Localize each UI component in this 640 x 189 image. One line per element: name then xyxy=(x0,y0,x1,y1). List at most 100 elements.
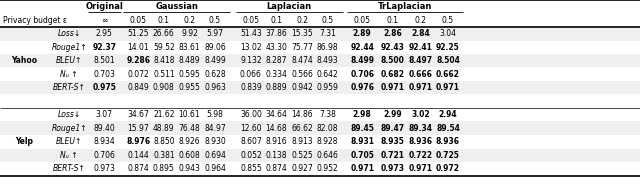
Text: 8.499: 8.499 xyxy=(204,56,226,65)
Text: 0.722: 0.722 xyxy=(408,151,433,160)
Text: 0.972: 0.972 xyxy=(436,164,460,173)
Text: 0.511: 0.511 xyxy=(153,70,175,79)
Text: 36.00: 36.00 xyxy=(240,110,262,119)
Text: 0.2: 0.2 xyxy=(296,16,308,25)
Text: 0.642: 0.642 xyxy=(317,70,339,79)
Text: Nᵤ ↑: Nᵤ ↑ xyxy=(60,151,78,160)
Bar xyxy=(0,149,640,162)
Text: 48.89: 48.89 xyxy=(153,124,175,133)
Text: 0.682: 0.682 xyxy=(380,70,404,79)
Text: 0.943: 0.943 xyxy=(179,164,200,173)
Text: 92.43: 92.43 xyxy=(380,43,404,52)
Text: 9.132: 9.132 xyxy=(240,56,262,65)
Text: 0.971: 0.971 xyxy=(408,164,433,173)
Text: 12.60: 12.60 xyxy=(240,124,262,133)
Text: 92.44: 92.44 xyxy=(350,43,374,52)
Text: 92.37: 92.37 xyxy=(92,43,116,52)
Text: 0.839: 0.839 xyxy=(240,83,262,92)
Text: 0.971: 0.971 xyxy=(408,83,433,92)
Text: 0.2: 0.2 xyxy=(184,16,195,25)
Text: 3.02: 3.02 xyxy=(411,110,430,119)
Text: 0.703: 0.703 xyxy=(93,70,115,79)
Text: 83.61: 83.61 xyxy=(179,43,200,52)
Text: 0.05: 0.05 xyxy=(130,16,147,25)
Text: 37.86: 37.86 xyxy=(266,29,287,38)
Text: 3.04: 3.04 xyxy=(440,29,456,38)
Text: Gaussian: Gaussian xyxy=(156,2,198,11)
Text: 9.286: 9.286 xyxy=(126,56,150,65)
Text: BERT-S↑: BERT-S↑ xyxy=(52,83,86,92)
Text: 8.418: 8.418 xyxy=(153,56,175,65)
Text: 2.94: 2.94 xyxy=(438,110,458,119)
Text: 75.77: 75.77 xyxy=(291,43,313,52)
Text: 0.052: 0.052 xyxy=(240,151,262,160)
Text: 7.31: 7.31 xyxy=(319,29,336,38)
Text: 0.066: 0.066 xyxy=(240,70,262,79)
Text: 51.25: 51.25 xyxy=(127,29,149,38)
Text: 0.5: 0.5 xyxy=(209,16,221,25)
Bar xyxy=(0,0,640,27)
Bar xyxy=(0,135,640,149)
Text: 89.47: 89.47 xyxy=(380,124,404,133)
Text: BERT-S↑: BERT-S↑ xyxy=(52,164,86,173)
Text: 0.971: 0.971 xyxy=(350,164,374,173)
Text: 0.959: 0.959 xyxy=(317,83,339,92)
Text: 8.489: 8.489 xyxy=(179,56,200,65)
Bar xyxy=(0,108,640,122)
Text: 0.895: 0.895 xyxy=(153,164,175,173)
Text: 0.942: 0.942 xyxy=(291,83,313,92)
Text: 76.48: 76.48 xyxy=(179,124,200,133)
Text: 8.928: 8.928 xyxy=(317,137,339,146)
Text: 8.501: 8.501 xyxy=(93,56,115,65)
Text: BLEU↑: BLEU↑ xyxy=(56,137,83,146)
Text: 0.964: 0.964 xyxy=(204,164,226,173)
Text: 0.1: 0.1 xyxy=(271,16,282,25)
Text: TrLaplacian: TrLaplacian xyxy=(378,2,432,11)
Text: 8.497: 8.497 xyxy=(408,56,433,65)
Text: 89.34: 89.34 xyxy=(408,124,433,133)
Text: 8.935: 8.935 xyxy=(380,137,404,146)
Text: 0.927: 0.927 xyxy=(291,164,313,173)
Text: 0.849: 0.849 xyxy=(127,83,149,92)
Text: 8.976: 8.976 xyxy=(126,137,150,146)
Text: 15.97: 15.97 xyxy=(127,124,149,133)
Text: 8.499: 8.499 xyxy=(350,56,374,65)
Text: Rouge1↑: Rouge1↑ xyxy=(51,43,87,52)
Text: 8.474: 8.474 xyxy=(291,56,313,65)
Text: 8.913: 8.913 xyxy=(291,137,313,146)
Text: 0.5: 0.5 xyxy=(442,16,454,25)
Text: 0.646: 0.646 xyxy=(317,151,339,160)
Text: 26.66: 26.66 xyxy=(153,29,175,38)
Bar xyxy=(0,54,640,67)
Text: 86.98: 86.98 xyxy=(317,43,339,52)
Text: 0.725: 0.725 xyxy=(436,151,460,160)
Text: 0.334: 0.334 xyxy=(266,70,287,79)
Text: 92.41: 92.41 xyxy=(408,43,433,52)
Text: 0.721: 0.721 xyxy=(380,151,404,160)
Text: 0.963: 0.963 xyxy=(204,83,226,92)
Text: 0.2: 0.2 xyxy=(415,16,426,25)
Text: 0.889: 0.889 xyxy=(266,83,287,92)
Text: 8.926: 8.926 xyxy=(179,137,200,146)
Text: Rouge1↑: Rouge1↑ xyxy=(51,124,87,133)
Text: 8.607: 8.607 xyxy=(240,137,262,146)
Text: Loss↓: Loss↓ xyxy=(58,29,81,38)
Text: 59.52: 59.52 xyxy=(153,43,175,52)
Text: 2.98: 2.98 xyxy=(353,110,372,119)
Text: 0.706: 0.706 xyxy=(350,70,374,79)
Text: 0.525: 0.525 xyxy=(291,151,313,160)
Text: 82.08: 82.08 xyxy=(317,124,339,133)
Text: 0.976: 0.976 xyxy=(350,83,374,92)
Text: 8.931: 8.931 xyxy=(350,137,374,146)
Text: 0.973: 0.973 xyxy=(93,164,115,173)
Text: 34.67: 34.67 xyxy=(127,110,149,119)
Text: 0.1: 0.1 xyxy=(158,16,170,25)
Text: 5.98: 5.98 xyxy=(207,110,223,119)
Text: 0.662: 0.662 xyxy=(436,70,460,79)
Text: 14.68: 14.68 xyxy=(266,124,287,133)
Text: 8.504: 8.504 xyxy=(436,56,460,65)
Bar xyxy=(0,81,640,94)
Text: 2.84: 2.84 xyxy=(411,29,430,38)
Text: 21.62: 21.62 xyxy=(153,110,175,119)
Text: 0.973: 0.973 xyxy=(380,164,404,173)
